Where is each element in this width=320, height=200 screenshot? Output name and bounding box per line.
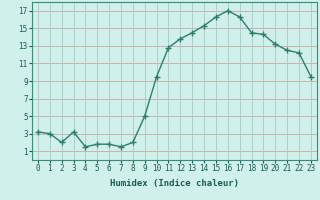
X-axis label: Humidex (Indice chaleur): Humidex (Indice chaleur) (110, 179, 239, 188)
